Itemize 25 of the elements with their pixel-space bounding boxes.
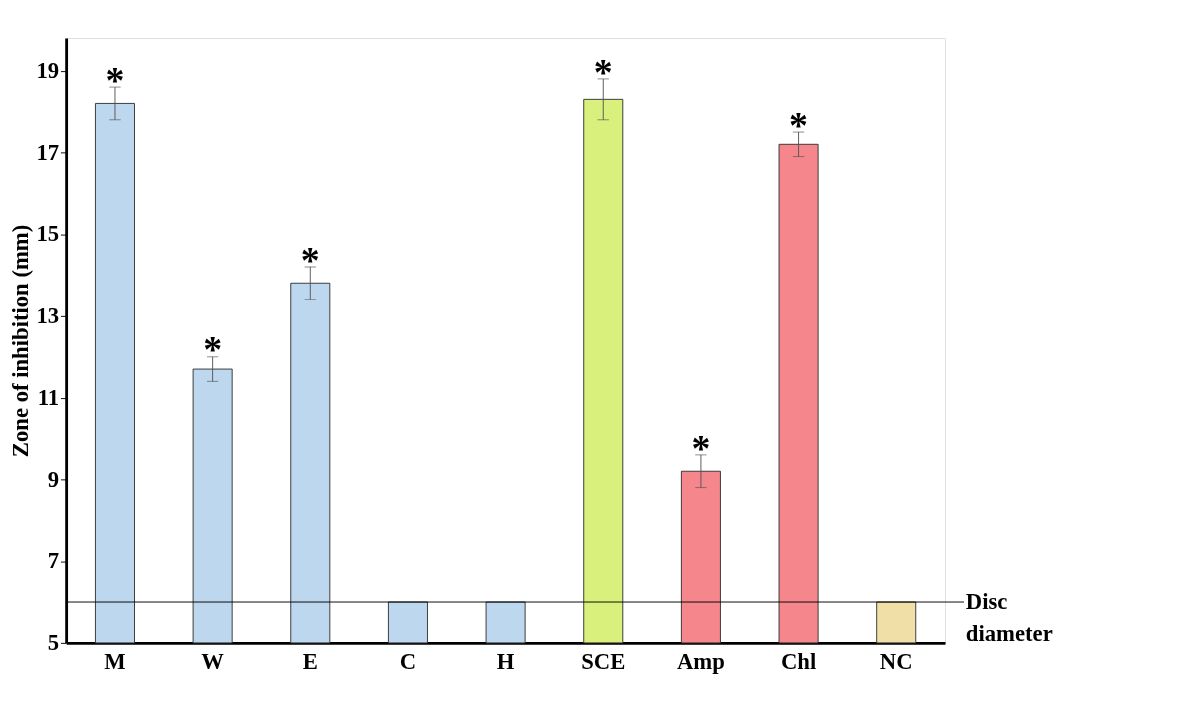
- x-tick-label: C: [399, 648, 417, 674]
- x-tick-label: E: [302, 648, 318, 674]
- annotation: *: [789, 103, 809, 146]
- y-tick-label: 19: [36, 57, 60, 83]
- annotation: *: [203, 328, 223, 371]
- x-tick-label: M: [104, 648, 126, 674]
- annotation: *: [691, 426, 711, 469]
- y-axis-title: Zone of inhibition (mm): [7, 224, 33, 458]
- y-tick-label: 7: [47, 548, 60, 574]
- y-tick-label: 15: [36, 221, 60, 247]
- y-tick-label: 13: [36, 303, 60, 329]
- x-tick-label: NC: [879, 648, 913, 674]
- y-tick-label: 9: [47, 466, 60, 492]
- x-tick-label: Chl: [780, 648, 817, 674]
- x-tick-label: SCE: [581, 648, 626, 674]
- x-tick-label: Amp: [676, 648, 725, 674]
- x-tick-label: H: [496, 648, 515, 674]
- x-tick-label: W: [201, 648, 225, 674]
- y-tick-label: 17: [36, 139, 60, 165]
- annotation: *: [105, 58, 125, 101]
- ref-line-label: Disc diameter: [965, 588, 1053, 646]
- annotation: *: [300, 238, 320, 281]
- annotation: *: [593, 50, 613, 93]
- y-tick-label: 5: [47, 629, 60, 655]
- y-tick-label: 11: [37, 384, 60, 410]
